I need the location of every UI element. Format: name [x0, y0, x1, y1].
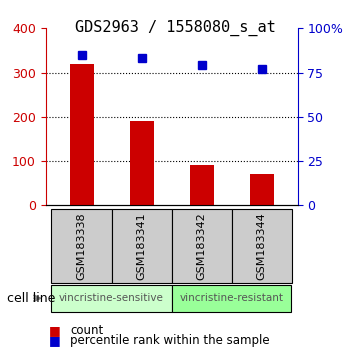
Text: ■: ■	[49, 324, 61, 337]
Text: cell line: cell line	[7, 292, 55, 305]
Bar	[70, 64, 93, 205]
Text: vincristine-resistant: vincristine-resistant	[180, 293, 284, 303]
Text: GSM183342: GSM183342	[196, 212, 206, 280]
Text: GSM183341: GSM183341	[136, 212, 147, 280]
Text: ■: ■	[49, 335, 61, 347]
Text: GSM183344: GSM183344	[257, 212, 266, 280]
Text: vincristine-sensitive: vincristine-sensitive	[59, 293, 164, 303]
Text: GDS2963 / 1558080_s_at: GDS2963 / 1558080_s_at	[75, 19, 275, 36]
Bar	[189, 166, 214, 205]
Bar	[250, 175, 273, 205]
Text: count: count	[70, 324, 103, 337]
Text: GSM183338: GSM183338	[77, 212, 86, 280]
Text: percentile rank within the sample: percentile rank within the sample	[70, 335, 270, 347]
Bar	[130, 121, 154, 205]
